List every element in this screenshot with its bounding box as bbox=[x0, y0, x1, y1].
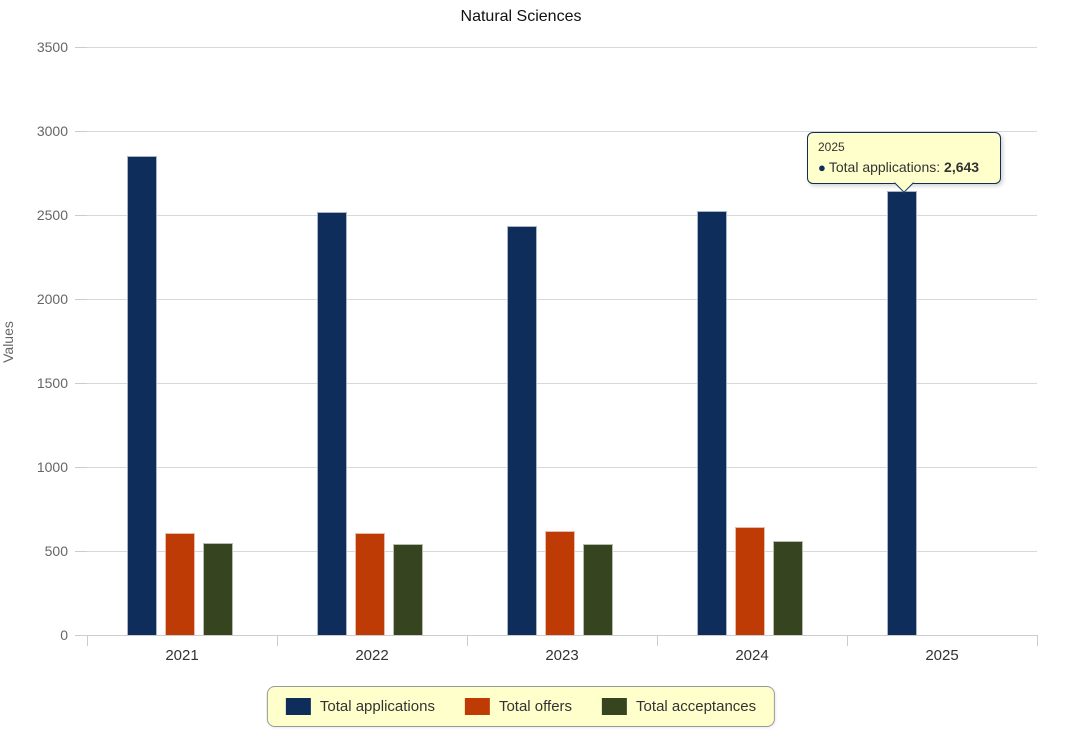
y-axis-title: Values bbox=[0, 321, 16, 363]
x-axis-tick-label: 2024 bbox=[735, 647, 769, 664]
legend-swatch-icon bbox=[285, 698, 311, 715]
gridline bbox=[87, 215, 1037, 216]
bar-2023-total-offers[interactable] bbox=[545, 530, 575, 635]
tooltip-separator: : bbox=[936, 158, 945, 175]
y-axis-tick-label: 1500 bbox=[36, 375, 68, 391]
bar-2021-total-applications[interactable] bbox=[127, 156, 157, 635]
legend-swatch-icon bbox=[602, 698, 628, 715]
y-axis-tick-label: 500 bbox=[44, 543, 68, 559]
gridline bbox=[87, 299, 1037, 300]
y-axis-tick-label: 3500 bbox=[36, 39, 68, 55]
y-axis-tick-label: 3000 bbox=[36, 123, 68, 139]
y-axis-tick bbox=[75, 131, 87, 132]
tooltip-series-marker-icon: ● bbox=[818, 159, 826, 175]
y-axis-tick bbox=[75, 47, 87, 48]
gridline bbox=[87, 383, 1037, 384]
tooltip-value: 2,643 bbox=[944, 158, 980, 175]
legend-item-label: Total acceptances bbox=[636, 698, 757, 715]
y-axis-tick-label: 2500 bbox=[36, 207, 68, 223]
legend-item-label: Total applications bbox=[319, 698, 435, 715]
bar-2024-total-offers[interactable] bbox=[735, 526, 765, 635]
y-axis-tick bbox=[75, 635, 87, 636]
y-axis-tick-label: 1000 bbox=[36, 459, 68, 475]
y-axis-tick bbox=[75, 467, 87, 468]
x-axis-line bbox=[87, 635, 1037, 636]
gridline bbox=[87, 131, 1037, 132]
y-axis-tick bbox=[75, 551, 87, 552]
bar-2023-total-acceptances[interactable] bbox=[583, 544, 613, 635]
bar-2022-total-offers[interactable] bbox=[355, 533, 385, 635]
bar-2021-total-offers[interactable] bbox=[165, 532, 195, 635]
x-axis-tick-label: 2025 bbox=[925, 647, 959, 664]
legend-item-total-acceptances[interactable]: Total acceptances bbox=[602, 698, 756, 715]
gridline bbox=[87, 467, 1037, 468]
x-axis-tick bbox=[87, 635, 88, 646]
tooltip-series-line: ● Total applications: 2,643 bbox=[818, 159, 990, 175]
y-axis-tick bbox=[75, 215, 87, 216]
bar-2022-total-acceptances[interactable] bbox=[393, 544, 423, 635]
legend-swatch-icon bbox=[464, 698, 490, 715]
x-axis-tick bbox=[467, 635, 468, 646]
x-axis-tick bbox=[277, 635, 278, 646]
legend-item-label: Total offers bbox=[498, 698, 573, 715]
x-axis-tick-label: 2021 bbox=[165, 647, 199, 664]
y-axis-tick bbox=[75, 299, 87, 300]
x-axis-tick bbox=[1037, 635, 1038, 646]
tooltip-category: 2025 bbox=[818, 139, 845, 154]
bar-2024-total-applications[interactable] bbox=[697, 210, 727, 635]
legend-item-total-applications[interactable]: Total applications bbox=[285, 698, 435, 715]
chart-title: Natural Sciences bbox=[460, 8, 582, 25]
y-axis-tick bbox=[75, 383, 87, 384]
x-axis-tick-label: 2022 bbox=[355, 647, 389, 664]
x-axis-tick bbox=[847, 635, 848, 646]
x-axis-tick bbox=[657, 635, 658, 646]
tooltip: 2025 ● Total applications: 2,643 bbox=[807, 131, 1001, 194]
gridline bbox=[87, 47, 1037, 48]
tooltip-series-label: Total applications bbox=[828, 158, 937, 175]
bar-2024-total-acceptances[interactable] bbox=[773, 540, 803, 635]
y-axis-tick-label: 0 bbox=[60, 627, 68, 643]
legend-item-total-offers[interactable]: Total offers bbox=[464, 698, 573, 715]
bar-2025-total-applications[interactable] bbox=[887, 190, 917, 635]
bar-2023-total-applications[interactable] bbox=[507, 225, 537, 635]
bar-2021-total-acceptances[interactable] bbox=[203, 542, 233, 635]
bar-2022-total-applications[interactable] bbox=[317, 211, 347, 635]
y-axis-tick-label: 2000 bbox=[36, 291, 68, 307]
legend: Total applications Total offers Total acce… bbox=[266, 686, 776, 727]
x-axis-tick-label: 2023 bbox=[545, 647, 579, 664]
